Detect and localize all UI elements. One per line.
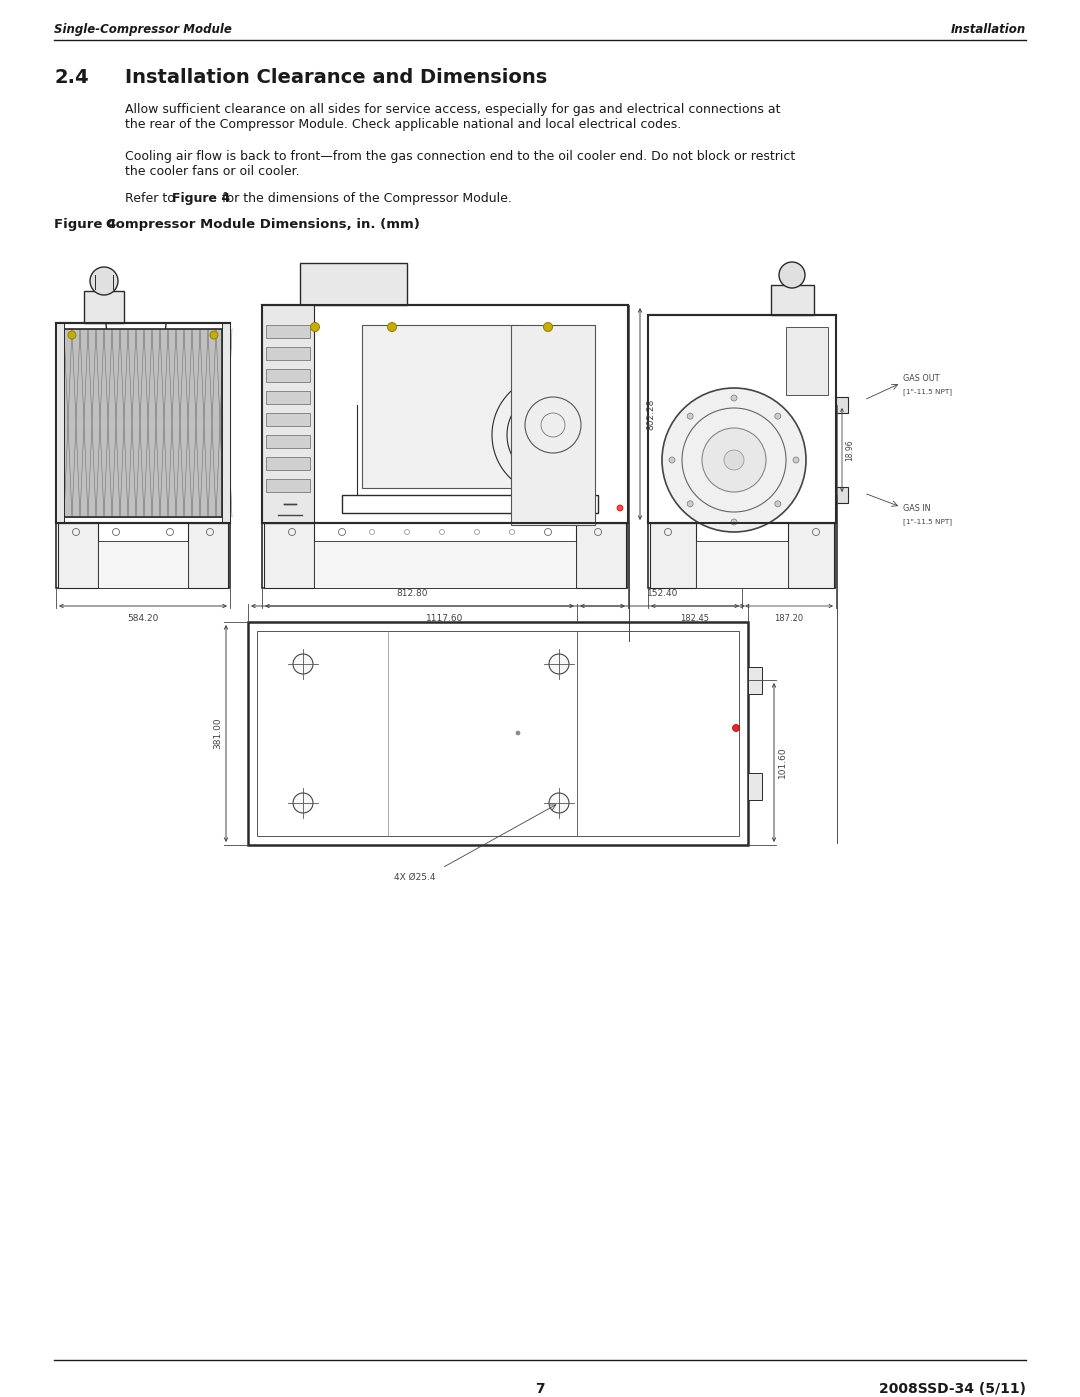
Circle shape	[549, 793, 569, 813]
Text: 7: 7	[536, 1382, 544, 1396]
Bar	[342, 495, 598, 513]
Circle shape	[662, 388, 806, 532]
Bar	[266, 346, 310, 360]
Circle shape	[731, 395, 737, 401]
Bar	[266, 457, 310, 469]
Bar	[264, 522, 314, 588]
Bar	[314, 541, 576, 588]
Text: Allow sufficient clearance on all sides for service access, especially for gas a: Allow sufficient clearance on all sides …	[125, 103, 781, 116]
Circle shape	[617, 504, 623, 511]
Bar	[748, 666, 762, 694]
Text: 187.20: 187.20	[774, 615, 804, 623]
Bar	[748, 773, 762, 800]
Text: Installation: Installation	[950, 22, 1026, 36]
Text: [1"-11.5 NPT]: [1"-11.5 NPT]	[903, 518, 951, 525]
Bar	[64, 330, 222, 517]
Bar	[788, 522, 834, 588]
Bar	[300, 263, 407, 305]
Text: 812.80: 812.80	[396, 590, 429, 598]
Text: 182.45: 182.45	[680, 615, 710, 623]
Text: 2008SSD-34 (5/11): 2008SSD-34 (5/11)	[879, 1382, 1026, 1396]
Circle shape	[388, 323, 396, 331]
Bar	[576, 522, 626, 588]
Bar	[771, 285, 814, 314]
Circle shape	[68, 331, 76, 339]
Bar	[262, 522, 627, 588]
Bar	[64, 330, 222, 517]
Bar	[648, 314, 836, 522]
Circle shape	[90, 267, 118, 295]
Circle shape	[549, 654, 569, 673]
Circle shape	[516, 731, 519, 735]
Circle shape	[702, 427, 766, 492]
Bar	[262, 305, 627, 522]
Text: 1117.60: 1117.60	[427, 615, 463, 623]
Text: the cooler fans or oil cooler.: the cooler fans or oil cooler.	[125, 165, 299, 177]
Bar	[266, 391, 310, 404]
Bar	[511, 326, 595, 525]
Bar	[56, 323, 230, 522]
Text: 101.60: 101.60	[778, 746, 787, 778]
Circle shape	[293, 793, 313, 813]
Bar	[266, 326, 310, 338]
Text: 381.00: 381.00	[213, 718, 222, 749]
Bar	[257, 631, 739, 835]
Circle shape	[724, 450, 744, 469]
Text: the rear of the Compressor Module. Check applicable national and local electrica: the rear of the Compressor Module. Check…	[125, 117, 681, 131]
Bar	[650, 522, 696, 588]
Text: GAS IN: GAS IN	[903, 504, 931, 513]
Text: 152.40: 152.40	[647, 590, 678, 598]
Circle shape	[543, 323, 553, 331]
Bar	[262, 305, 314, 522]
Bar	[84, 291, 124, 323]
Circle shape	[687, 414, 693, 419]
Bar	[58, 522, 98, 588]
Text: 584.20: 584.20	[127, 615, 159, 623]
Text: for the dimensions of the Compressor Module.: for the dimensions of the Compressor Mod…	[218, 191, 512, 205]
Bar	[98, 541, 188, 588]
Text: Figure 4: Figure 4	[54, 218, 117, 231]
Text: Compressor Module Dimensions, in. (mm): Compressor Module Dimensions, in. (mm)	[106, 218, 420, 231]
Bar	[266, 414, 310, 426]
Text: 18.96: 18.96	[845, 439, 854, 461]
Circle shape	[774, 502, 781, 507]
Circle shape	[293, 654, 313, 673]
Text: Single-Compressor Module: Single-Compressor Module	[54, 22, 232, 36]
Text: [1"-11.5 NPT]: [1"-11.5 NPT]	[903, 388, 951, 395]
Circle shape	[669, 457, 675, 462]
Bar	[836, 397, 848, 414]
Bar	[56, 522, 230, 588]
Bar	[836, 488, 848, 503]
Circle shape	[793, 457, 799, 462]
Text: 2.4: 2.4	[54, 68, 89, 87]
Circle shape	[732, 725, 740, 732]
Bar	[248, 622, 748, 845]
Bar	[188, 522, 228, 588]
Bar	[266, 434, 310, 448]
Bar	[786, 327, 828, 395]
Bar	[56, 323, 64, 522]
Text: Installation Clearance and Dimensions: Installation Clearance and Dimensions	[125, 68, 548, 87]
Text: 4X Ø25.4: 4X Ø25.4	[394, 873, 435, 882]
Bar	[648, 522, 836, 588]
Bar	[266, 369, 310, 381]
Circle shape	[731, 520, 737, 525]
Bar	[222, 323, 230, 522]
Bar	[696, 541, 788, 588]
Text: 802.28: 802.28	[646, 398, 654, 430]
Bar	[362, 326, 522, 488]
Circle shape	[687, 502, 693, 507]
Bar	[266, 479, 310, 492]
Text: Figure 4: Figure 4	[172, 191, 230, 205]
Circle shape	[779, 263, 805, 288]
Text: Refer to: Refer to	[125, 191, 179, 205]
Text: Cooling air flow is back to front—from the gas connection end to the oil cooler : Cooling air flow is back to front—from t…	[125, 149, 795, 163]
Circle shape	[311, 323, 320, 331]
Circle shape	[210, 331, 218, 339]
Circle shape	[774, 414, 781, 419]
Text: GAS OUT: GAS OUT	[903, 374, 940, 383]
